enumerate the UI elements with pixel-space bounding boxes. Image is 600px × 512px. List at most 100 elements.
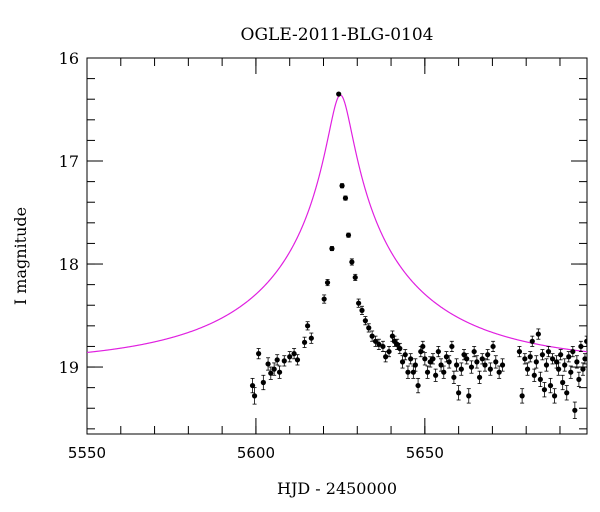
data-point: [399, 359, 406, 365]
data-point: [308, 335, 314, 341]
data-point: [443, 354, 450, 360]
data-point: [281, 358, 287, 364]
data-point: [549, 356, 556, 362]
data-point: [533, 359, 539, 365]
data-point: [468, 364, 475, 370]
data-point: [265, 361, 271, 367]
data-point: [564, 390, 570, 396]
x-tick-label: 5600: [237, 444, 275, 462]
data-point: [291, 351, 297, 357]
data-point: [578, 343, 584, 350]
data-point: [435, 348, 441, 355]
data-point: [551, 393, 558, 399]
data-point: [539, 352, 546, 358]
data-point: [490, 343, 496, 350]
model-curve: [87, 94, 587, 354]
data-point: [556, 366, 562, 372]
data-point: [535, 331, 541, 337]
x-tick-label: 5550: [68, 444, 106, 462]
data-point: [487, 366, 493, 372]
data-point: [449, 343, 455, 350]
data-point: [342, 195, 349, 201]
data-point: [466, 393, 472, 399]
data-point: [329, 245, 335, 252]
data-point: [537, 376, 543, 383]
data-point: [362, 318, 368, 324]
data-point: [412, 362, 418, 368]
data-point: [339, 183, 345, 189]
data-point: [580, 366, 586, 372]
y-tick-label: 16: [59, 49, 79, 68]
data-point: [471, 348, 477, 355]
data-point: [566, 354, 572, 360]
data-point: [519, 393, 525, 399]
data-point: [359, 307, 365, 313]
data-point: [485, 352, 491, 358]
data-point: [251, 393, 258, 399]
data-point: [433, 372, 439, 378]
data-point: [380, 343, 386, 350]
data-point: [451, 374, 457, 380]
data-point: [415, 382, 421, 389]
data-point: [271, 366, 277, 372]
data-point: [369, 333, 375, 339]
data-point: [560, 379, 566, 386]
data-point: [584, 338, 587, 344]
data-point: [541, 387, 548, 393]
data-point: [570, 348, 576, 355]
data-point: [574, 359, 580, 365]
plot-frame: [86, 57, 588, 435]
data-point: [430, 356, 436, 362]
data-point: [479, 356, 485, 362]
data-point: [256, 351, 262, 357]
data-point: [389, 333, 396, 339]
data-point: [496, 369, 502, 375]
data-point: [543, 362, 550, 368]
data-point: [294, 357, 301, 363]
data-point: [558, 352, 564, 358]
data-point: [352, 274, 358, 281]
data-point: [438, 362, 444, 368]
data-point: [356, 300, 362, 306]
data-point: [301, 339, 308, 345]
data-point: [305, 323, 311, 329]
data-point: [545, 348, 552, 355]
data-point: [321, 296, 327, 302]
data-point: [386, 348, 392, 355]
data-point: [420, 343, 426, 350]
data-point: [405, 369, 411, 375]
y-tick-label: 17: [59, 152, 79, 171]
data-point: [268, 370, 274, 376]
data-point: [482, 362, 488, 368]
data-point: [547, 382, 554, 389]
y-tick-label: 18: [59, 255, 79, 274]
data-point: [349, 259, 355, 265]
data-point: [499, 362, 506, 368]
data-point: [372, 338, 379, 344]
data-point: [345, 232, 352, 238]
data-point: [441, 369, 447, 375]
data-point: [516, 348, 523, 355]
data-point: [418, 348, 424, 355]
data-point: [456, 390, 462, 396]
data-point: [397, 345, 403, 352]
data-point: [408, 356, 414, 362]
y-axis-label: I magnitude: [11, 207, 30, 305]
data-point: [453, 362, 460, 368]
data-point: [562, 362, 568, 368]
data-point: [424, 369, 431, 375]
data-point: [568, 369, 574, 375]
data-point: [458, 366, 464, 372]
data-point: [422, 356, 428, 362]
x-tick-label: 5650: [406, 444, 444, 462]
data-point: [446, 359, 452, 365]
data-point: [529, 338, 535, 344]
data-point: [531, 372, 537, 378]
data-point: [572, 407, 578, 413]
data-point: [376, 341, 382, 347]
data-point: [336, 91, 342, 97]
data-point: [582, 356, 587, 362]
data-point: [324, 279, 331, 286]
data-point: [402, 352, 408, 358]
